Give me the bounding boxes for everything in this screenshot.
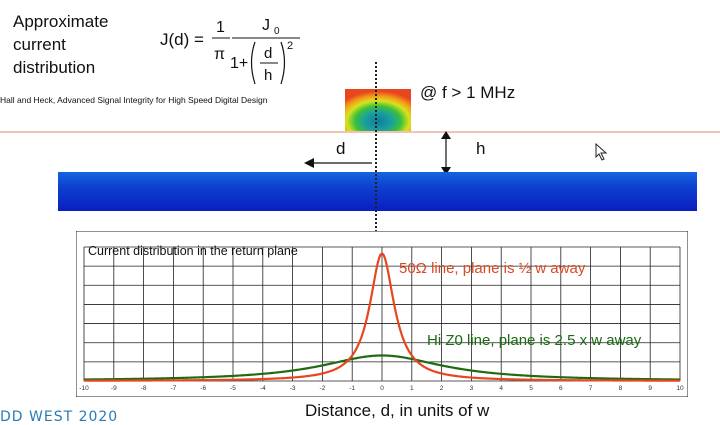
x-tick-label: 7 [589,385,593,392]
x-tick-label: 9 [648,385,652,392]
h-label: h [476,139,486,158]
x-tick-label: -8 [141,385,147,392]
equation-frac1-num: 1 [216,19,225,36]
x-axis-title: Distance, d, in units of w [305,401,490,420]
x-tick-label: 1 [410,385,414,392]
x-tick-label: 5 [529,385,533,392]
citation: Hall and Heck, Advanced Signal Integrity… [0,95,268,105]
x-tick-label: 10 [676,385,684,392]
chart-grid [83,246,681,382]
equation-frac2-den-prefix: 1+ [230,55,248,72]
x-tick-labels: -10 -9 -8 -7 -6 -5 -4 -3 -2 -1 0 1 2 3 4 5 6 7 8 9 10 [79,385,684,392]
d-arrow [304,158,372,168]
current-distribution-equation: J(d) = 1 π J 0 1+ d h 2 [160,17,300,85]
x-tick-label: 3 [470,385,474,392]
x-tick-label: -2 [320,385,326,392]
x-tick-label: -6 [200,385,206,392]
series-hiz0-label: Hi Z0 line, plane is 2.5 x w away [427,332,642,349]
slide-title: Approximate current distribution [13,12,109,77]
equation-frac2-num-sub: 0 [274,26,280,37]
mouse-cursor-icon [595,143,608,161]
return-plane-heatmap [58,172,697,211]
equation-power: 2 [287,40,293,52]
chart-title: Current distribution in the return plane [88,244,298,258]
equation-frac2-num: J [262,17,270,34]
signal-plane-line [0,131,720,133]
h-arrow [441,131,451,175]
x-tick-label: 4 [499,385,503,392]
x-tick-label: -9 [111,385,117,392]
signal-trace-heatmap [345,89,411,132]
equation-inner-den: h [264,67,272,84]
x-tick-label: 2 [440,385,444,392]
frequency-label: @ f > 1 MHz [420,83,516,102]
x-tick-label: 8 [619,385,623,392]
x-tick-label: -4 [260,385,266,392]
x-tick-label: -3 [290,385,296,392]
footer-logo: DD WEST 2020 [0,409,119,425]
x-tick-label: -5 [230,385,236,392]
equation-frac1-den: π [214,46,225,63]
equation-inner-num: d [264,45,272,62]
x-tick-label: 0 [380,385,384,392]
series-50ohm-label: 50Ω line, plane is ½ w away [399,260,586,277]
d-label: d [336,139,346,158]
series-50ohm-line [84,251,680,382]
equation-lhs: J(d) = [160,30,204,49]
current-distribution-chart: -10 -9 -8 -7 -6 -5 -4 -3 -2 -1 0 1 2 3 4 5 6 7 8 9 10 Curren… [76,231,688,397]
center-line [375,62,377,256]
x-tick-label: 6 [559,385,563,392]
x-tick-label: -1 [349,385,355,392]
x-tick-label: -7 [171,385,177,392]
series-hiz0-line [83,354,681,381]
x-tick-label: -10 [79,385,89,392]
